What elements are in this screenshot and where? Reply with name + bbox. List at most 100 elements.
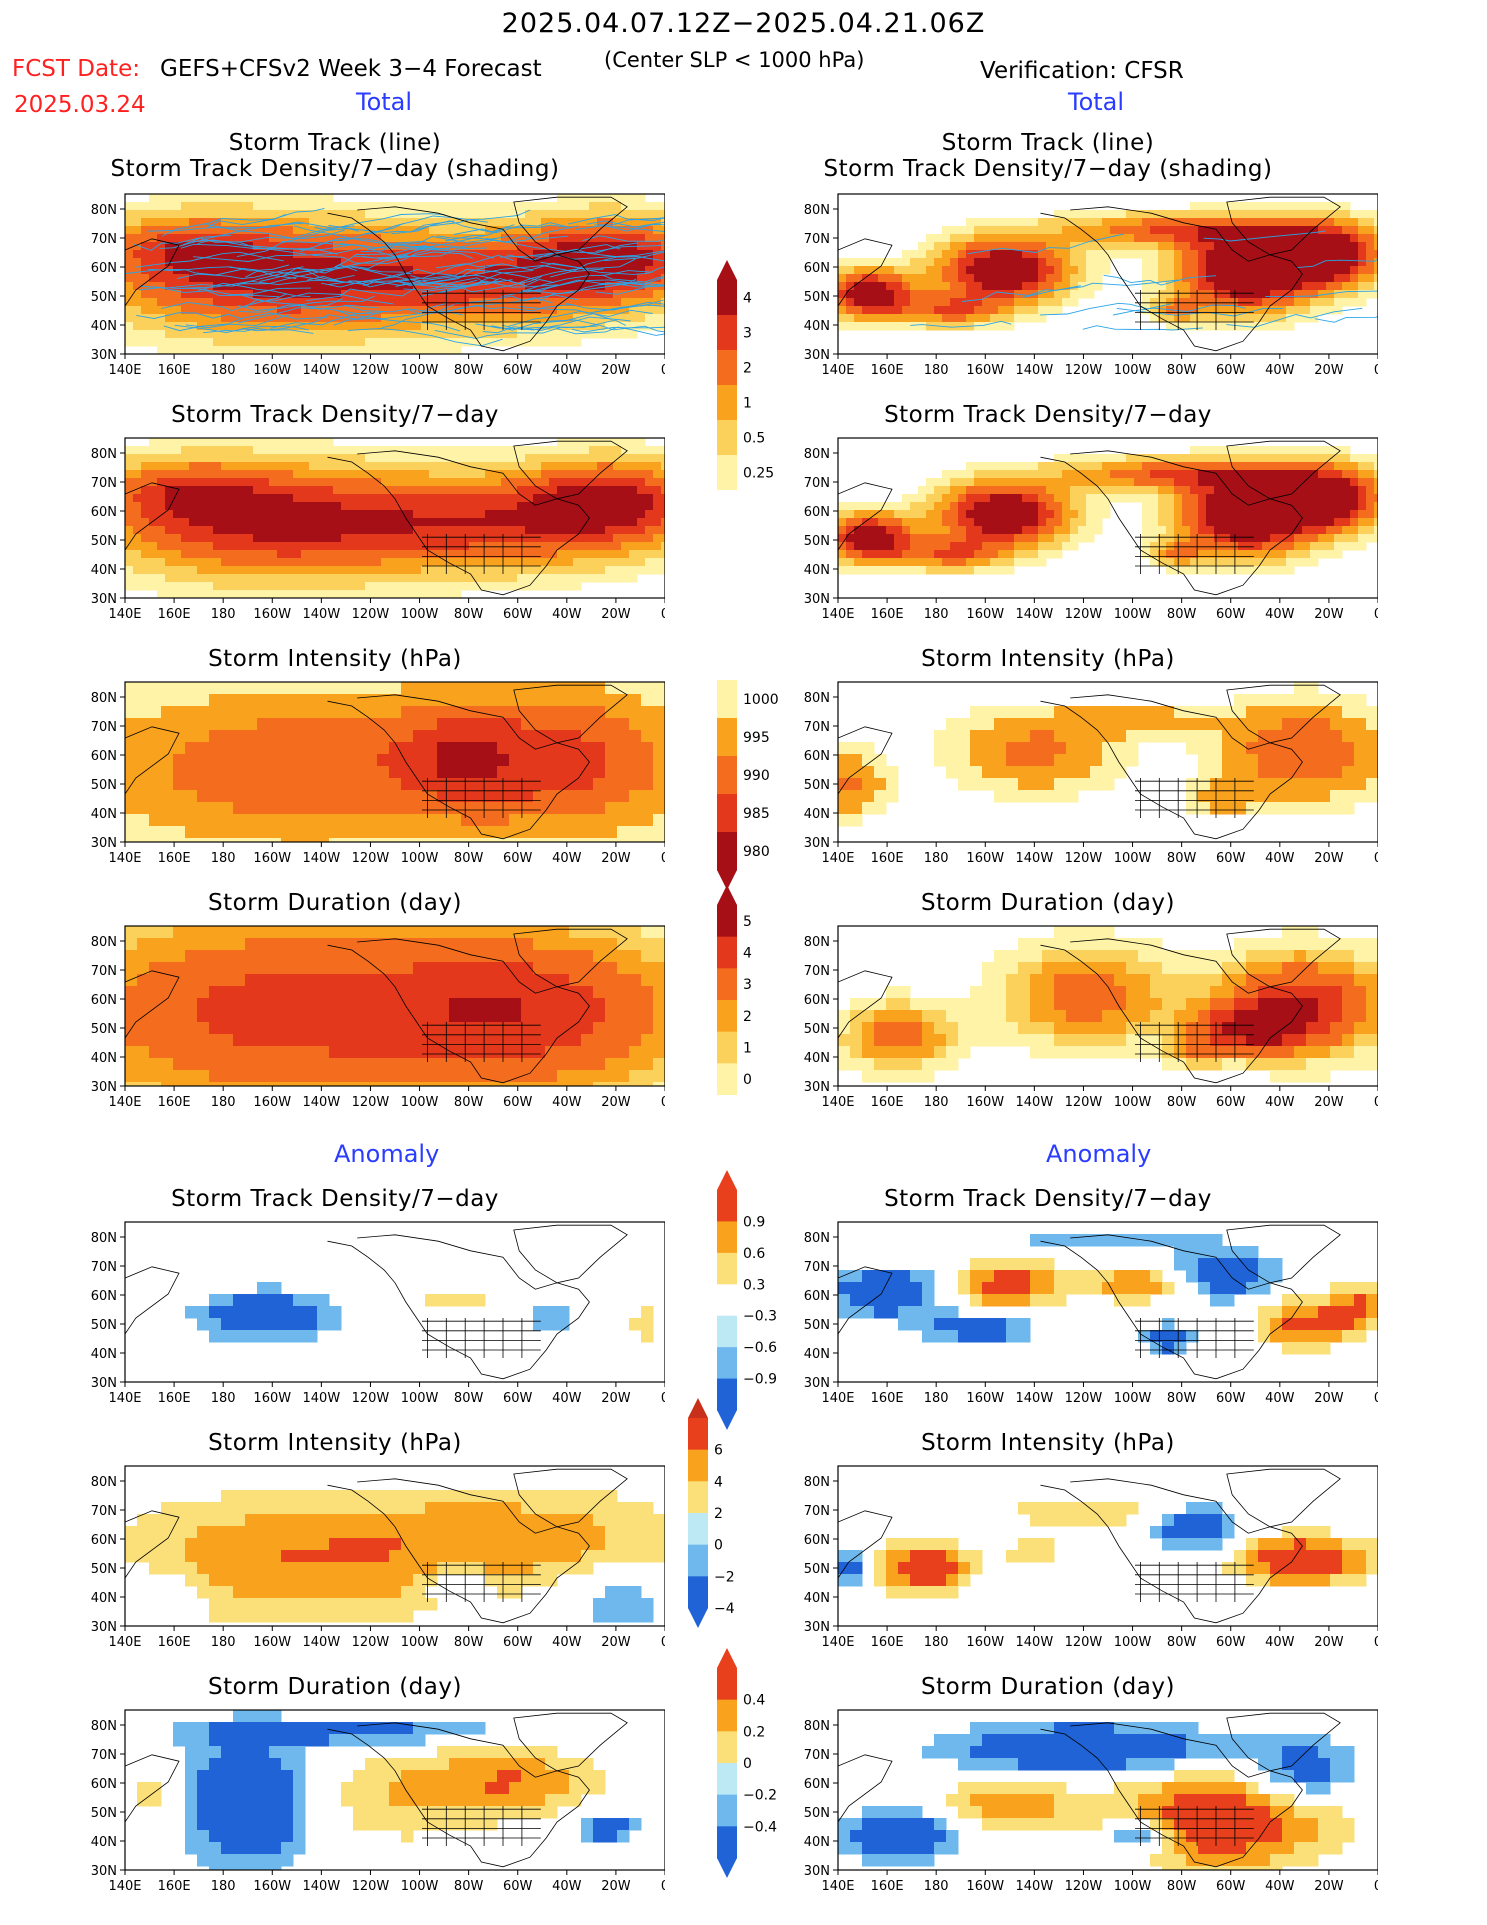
map-density-verif-frame [837,437,1378,599]
lon-tick-label: 100W [1114,1879,1152,1894]
lon-tick-label: 120W [1065,1879,1103,1894]
lat-tick-label: 40N [91,319,117,334]
lon-tick-label: 160E [158,851,191,866]
colorbar-anom-intensity-label: −4 [714,1601,735,1617]
panel-title-track-fcst: Storm Track (line) Storm Track Density/7… [65,130,605,182]
panel-title-anom-density-fcst: Storm Track Density/7−day [171,1186,499,1212]
lon-tick-label: 120W [352,1391,390,1406]
colorbar-duration-label: 0 [743,1072,752,1088]
colorbar-anom-density-swatch [717,1221,737,1254]
date-range-title: 2025.04.07.12Z−2025.04.21.06Z [501,8,986,39]
lon-tick-label: 40W [552,1391,582,1406]
lon-tick-label: 160E [871,851,904,866]
lat-tick-label: 70N [91,964,117,979]
colorbar-anom-density-label: −0.9 [743,1372,777,1388]
lon-tick-label: 140E [108,851,141,866]
lat-tick-label: 60N [804,261,830,276]
map-track-verif: 140E 160E 180 160W 140W 120W 100W 80W 60W 40W 20W 0… [804,192,1378,378]
map-anom-density-fcst: 140E 160E 180 160W 140W 120W 100W 80W 60W 40W 20W 0… [91,1220,665,1406]
lat-tick-label: 80N [91,691,117,706]
lon-tick-label: 140W [1016,607,1054,622]
lon-tick-label: 40W [552,1095,582,1110]
colorbar-intensity-swatch [717,756,737,795]
map-anom-duration-verif-field [838,1722,1355,1870]
panel-title-anom-density-verif: Storm Track Density/7−day [884,1186,1212,1212]
map-anom-density-verif-coastlines [838,1224,1341,1380]
lat-tick-label: 40N [804,319,830,334]
lat-tick-label: 30N [804,1864,830,1879]
panel-title-anom-duration-verif: Storm Duration (day) [921,1674,1175,1700]
lon-tick-label: 20W [1314,851,1344,866]
lon-tick-label: 20W [601,1635,631,1650]
lon-tick-label: 100W [401,363,439,378]
colorbar-anom-density-arrow-bottom [717,1410,737,1430]
lon-tick-label: 20W [601,1391,631,1406]
lon-tick-label: 180 [211,1095,236,1110]
lon-tick-label: 100W [401,1391,439,1406]
lon-tick-label: 40W [552,851,582,866]
lon-tick-label: 180 [924,363,949,378]
lon-tick-label: 140E [108,607,141,622]
lat-tick-label: 40N [91,1835,117,1850]
map-anom-intensity-fcst-coastlines [125,1468,628,1624]
lat-tick-label: 30N [91,348,117,363]
colorbar-density-label: 2 [743,361,752,377]
lat-tick-label: 30N [804,836,830,851]
lat-tick-label: 70N [804,1504,830,1519]
lon-tick-label: 180 [211,1635,236,1650]
colorbar-anom-intensity-swatch [688,1576,708,1609]
colorbar-anom-intensity-label: 6 [714,1443,723,1459]
lat-tick-label: 50N [804,1806,830,1821]
panel-title-intensity-fcst: Storm Intensity (hPa) [208,646,462,672]
lon-tick-label: 40W [1265,363,1295,378]
lon-tick-label: 20W [601,363,631,378]
colorbar-intensity-label: 995 [743,730,770,746]
lon-tick-label: 80W [1167,1635,1197,1650]
colorbar-intensity: 1000 995 990 985 980 [717,660,779,890]
lon-tick-label: 160W [966,363,1004,378]
colorbar-anom-intensity-swatch [688,1481,708,1514]
lon-tick-label: 160E [158,607,191,622]
colorbar-anom-density: 0.9 0.6 0.3 −0.3 −0.6 −0.9 [717,1170,777,1430]
lon-tick-label: 160E [871,607,904,622]
lon-tick-label: 80W [454,1635,484,1650]
lat-tick-label: 60N [804,1289,830,1304]
panel-title-density-fcst: Storm Track Density/7−day [171,402,499,428]
map-intensity-verif-field [838,682,1378,827]
lat-tick-label: 50N [804,1562,830,1577]
lon-tick-label: 140W [303,1635,341,1650]
map-anom-density-fcst-field [185,1282,654,1343]
lon-tick-label: 160W [966,1879,1004,1894]
lon-tick-label: 20W [601,851,631,866]
colorbar-anom-density-label: −0.3 [743,1309,777,1325]
lat-tick-label: 70N [91,1748,117,1763]
colorbar-anom-density-swatch [717,1284,737,1317]
colorbar-density-swatch [717,350,737,386]
colorbar-density: 4 3 2 1 0.5 0.25 [717,260,774,510]
colorbar-intensity-swatch [717,794,737,833]
lon-tick-label: 40W [1265,851,1295,866]
lat-tick-label: 80N [91,935,117,950]
lon-tick-label: 20W [1314,1391,1344,1406]
lon-tick-label: 80W [1167,1391,1197,1406]
colorbar-density-arrow-bottom [717,490,737,510]
lat-tick-label: 30N [91,1376,117,1391]
panel-title-density-verif: Storm Track Density/7−day [884,402,1212,428]
lat-tick-label: 50N [804,290,830,305]
lon-tick-label: 120W [1065,607,1103,622]
lon-tick-label: 0 [1374,1879,1378,1894]
section-anomaly-left: Anomaly [334,1140,440,1168]
colorbar-density-label: 1 [743,396,752,412]
lon-tick-label: 20W [601,1879,631,1894]
colorbar-density-swatch [717,455,737,491]
colorbar-anom-duration-swatch [717,1763,737,1796]
lat-tick-label: 50N [91,1562,117,1577]
lat-tick-label: 40N [804,1591,830,1606]
map-track-fcst-frame [124,193,665,355]
map-anom-density-fcst-frame [124,1221,665,1383]
colorbar-density-label: 0.5 [743,431,765,447]
lon-tick-label: 140W [1016,1095,1054,1110]
map-track-fcst-field [125,194,665,354]
section-total-left: Total [356,88,413,116]
lat-tick-label: 50N [804,534,830,549]
